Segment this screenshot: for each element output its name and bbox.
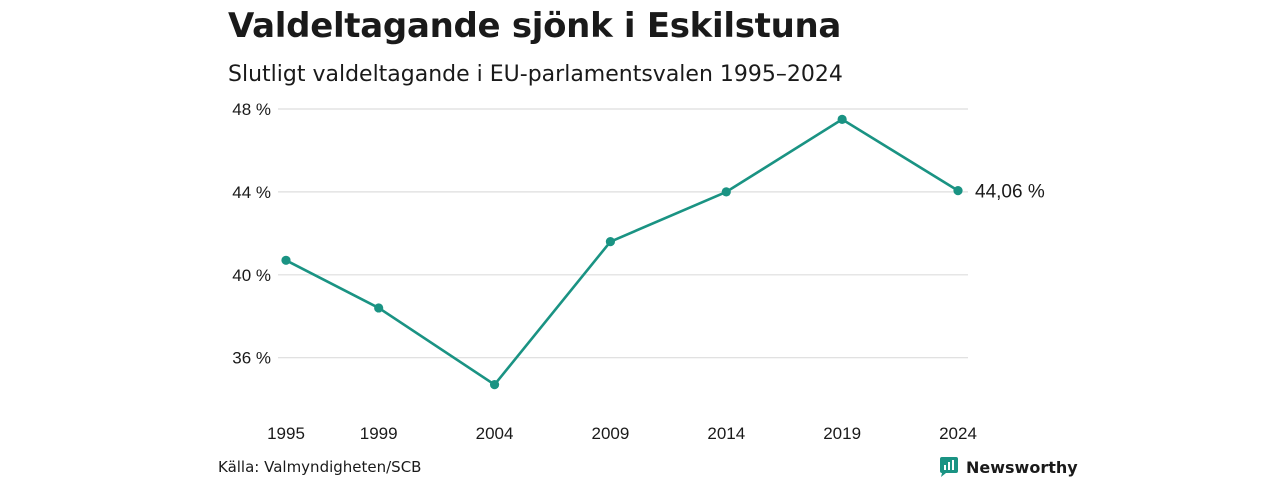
data-point — [374, 303, 384, 313]
x-tick-label: 2019 — [823, 424, 861, 443]
x-tick-label: 2024 — [939, 424, 977, 443]
x-tick-label: 1995 — [267, 424, 305, 443]
data-point — [605, 237, 616, 247]
y-tick-label: 48 % — [232, 100, 271, 119]
end-value-label: 44,06 % — [975, 182, 1045, 203]
data-point — [837, 114, 847, 124]
newsworthy-logo-icon — [940, 457, 958, 477]
y-axis-ticks: 36 % 40 % 44 % 48 % — [232, 100, 271, 368]
x-tick-label: 2014 — [707, 424, 745, 443]
chart-subtitle: Slutligt valdeltagande i EU-parlamentsva… — [228, 62, 843, 87]
x-axis-ticks: 1995 1999 2004 2009 2014 2019 2024 — [267, 424, 977, 443]
brand-logo: Newsworthy — [938, 456, 1078, 478]
brand-name: Newsworthy — [966, 457, 1078, 477]
data-point — [489, 380, 500, 390]
data-labels: 44,06 % — [975, 182, 1045, 203]
y-tick-label: 40 % — [232, 266, 271, 285]
data-point — [281, 255, 291, 265]
x-tick-label: 2004 — [476, 424, 514, 443]
y-tick-label: 36 % — [232, 349, 271, 368]
series-line-layer — [284, 118, 960, 386]
data-point — [953, 186, 963, 196]
gridlines — [278, 108, 968, 359]
y-tick-label: 44 % — [232, 183, 271, 202]
x-tick-label: 2009 — [591, 424, 629, 443]
x-tick-label: 1999 — [360, 424, 398, 443]
data-point — [721, 187, 731, 197]
data-points — [281, 114, 963, 390]
series-line — [284, 118, 960, 386]
source-note: Källa: Valmyndigheten/SCB — [218, 458, 422, 476]
chart-title: Valdeltagande sjönk i Eskilstuna — [228, 6, 842, 46]
